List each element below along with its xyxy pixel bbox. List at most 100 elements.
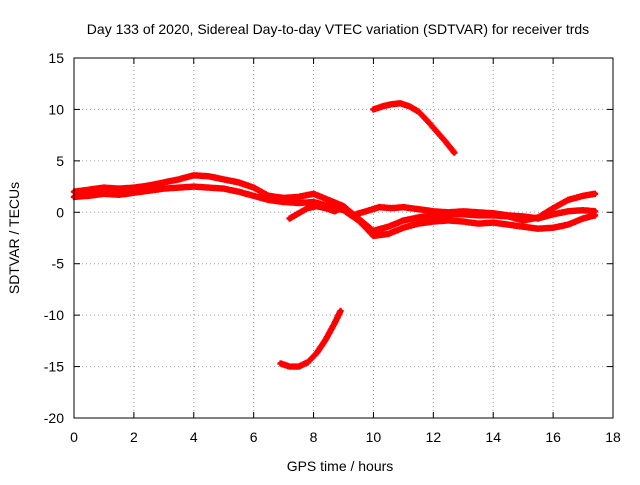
data-point [580,207,586,213]
data-point [565,197,571,203]
data-point [415,109,421,114]
data-point [445,218,451,223]
data-point [176,176,182,182]
data-point [397,100,403,106]
data-point [116,186,122,192]
data-point [535,226,541,232]
data-point [475,221,481,227]
data-point [314,203,319,209]
x-tick-label: 8 [310,429,318,445]
data-point [460,219,466,224]
data-point [475,209,481,215]
data-point [116,192,122,198]
data-point [323,205,328,211]
data-point [415,206,421,212]
x-tick-label: 12 [426,429,442,445]
data-point [460,208,466,214]
data-point [314,350,319,356]
data-point [191,184,197,189]
chart-title: Day 133 of 2020, Sidereal Day-to-day VTE… [87,21,589,37]
data-point [445,209,451,215]
data-point [86,193,92,199]
data-point [565,222,571,228]
data-point [389,101,394,107]
data-point [505,212,511,218]
axis-ticks [73,57,614,419]
data-point [332,208,337,214]
x-tick-label: 4 [190,429,198,445]
data-point [146,183,152,188]
data-point [400,204,406,210]
data-point [101,191,107,197]
data-point [371,107,376,112]
data-point [580,216,586,221]
x-tick-label: 2 [130,429,138,445]
series-secondary-band [286,202,599,222]
data-point [131,185,137,191]
data-point [580,193,586,199]
x-tick-label: 6 [250,429,258,445]
data-point [266,197,272,203]
data-point [251,193,257,199]
data-point [424,118,430,124]
data-point [430,219,436,224]
data-point [406,103,412,109]
data-point [592,191,598,197]
y-tick-label: -10 [44,307,64,323]
data-point [430,208,436,214]
data-point [490,220,496,225]
data-point [332,320,337,326]
data-point [386,224,391,230]
data-point [326,197,331,203]
x-tick-label: 10 [366,429,382,445]
data-point [206,185,212,191]
data-point [251,185,257,191]
data-point [176,185,182,191]
data-point [380,103,385,109]
x-tick-label: 16 [545,429,561,445]
data-point [338,308,343,314]
data-point [433,128,439,134]
data-point [305,360,310,365]
data-point [323,337,328,343]
data-point [278,361,284,366]
data-point [550,211,556,217]
data-point [191,172,197,178]
data-point [389,205,394,211]
data-points [70,100,599,370]
data-point [371,233,376,239]
data-point [161,186,167,192]
data-point [400,218,406,223]
data-point [296,210,301,216]
data-point [400,225,406,231]
data-point [520,214,526,219]
data-point [350,212,355,218]
x-tick-label: 0 [70,429,78,445]
series-high-arc [370,100,458,156]
data-point [305,205,310,211]
data-point [490,210,496,216]
data-point [287,216,292,221]
data-point [505,222,511,228]
x-tick-label: 14 [485,429,501,445]
data-point [221,186,227,192]
data-point [442,138,448,144]
data-point [287,364,292,369]
data-point [296,194,301,200]
data-point [341,204,346,210]
data-point [311,191,316,197]
y-tick-label: -20 [44,410,64,426]
data-point [535,216,541,221]
y-axis-label: SDTVAR / TECUs [6,182,22,294]
y-tick-label: -15 [44,359,64,375]
data-point [86,187,92,193]
y-tick-label: -5 [52,256,65,272]
data-point [101,185,107,191]
y-tick-label: 5 [56,153,64,169]
series-low-arc [277,307,344,370]
data-point [451,150,457,156]
data-point [311,199,316,205]
data-point [146,188,152,194]
data-point [206,173,212,179]
